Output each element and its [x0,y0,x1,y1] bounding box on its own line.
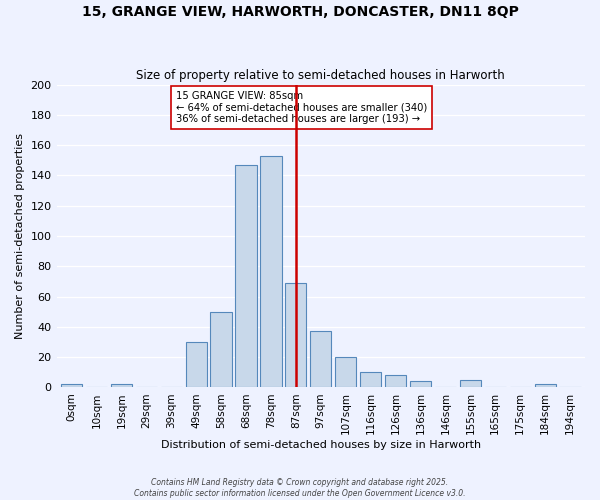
Bar [310,332,331,388]
Bar [235,165,257,388]
Bar [111,384,132,388]
Bar [335,357,356,388]
Bar [535,384,556,388]
Bar [211,312,232,388]
Bar [410,382,431,388]
Text: Contains HM Land Registry data © Crown copyright and database right 2025.
Contai: Contains HM Land Registry data © Crown c… [134,478,466,498]
Bar [260,156,281,388]
Bar [61,384,82,388]
Y-axis label: Number of semi-detached properties: Number of semi-detached properties [15,133,25,339]
X-axis label: Distribution of semi-detached houses by size in Harworth: Distribution of semi-detached houses by … [161,440,481,450]
Bar [385,376,406,388]
Bar [285,283,307,388]
Bar [360,372,381,388]
Bar [185,342,207,388]
Text: 15, GRANGE VIEW, HARWORTH, DONCASTER, DN11 8QP: 15, GRANGE VIEW, HARWORTH, DONCASTER, DN… [82,5,518,19]
Bar [460,380,481,388]
Title: Size of property relative to semi-detached houses in Harworth: Size of property relative to semi-detach… [136,69,505,82]
Text: 15 GRANGE VIEW: 85sqm
← 64% of semi-detached houses are smaller (340)
36% of sem: 15 GRANGE VIEW: 85sqm ← 64% of semi-deta… [176,90,427,124]
